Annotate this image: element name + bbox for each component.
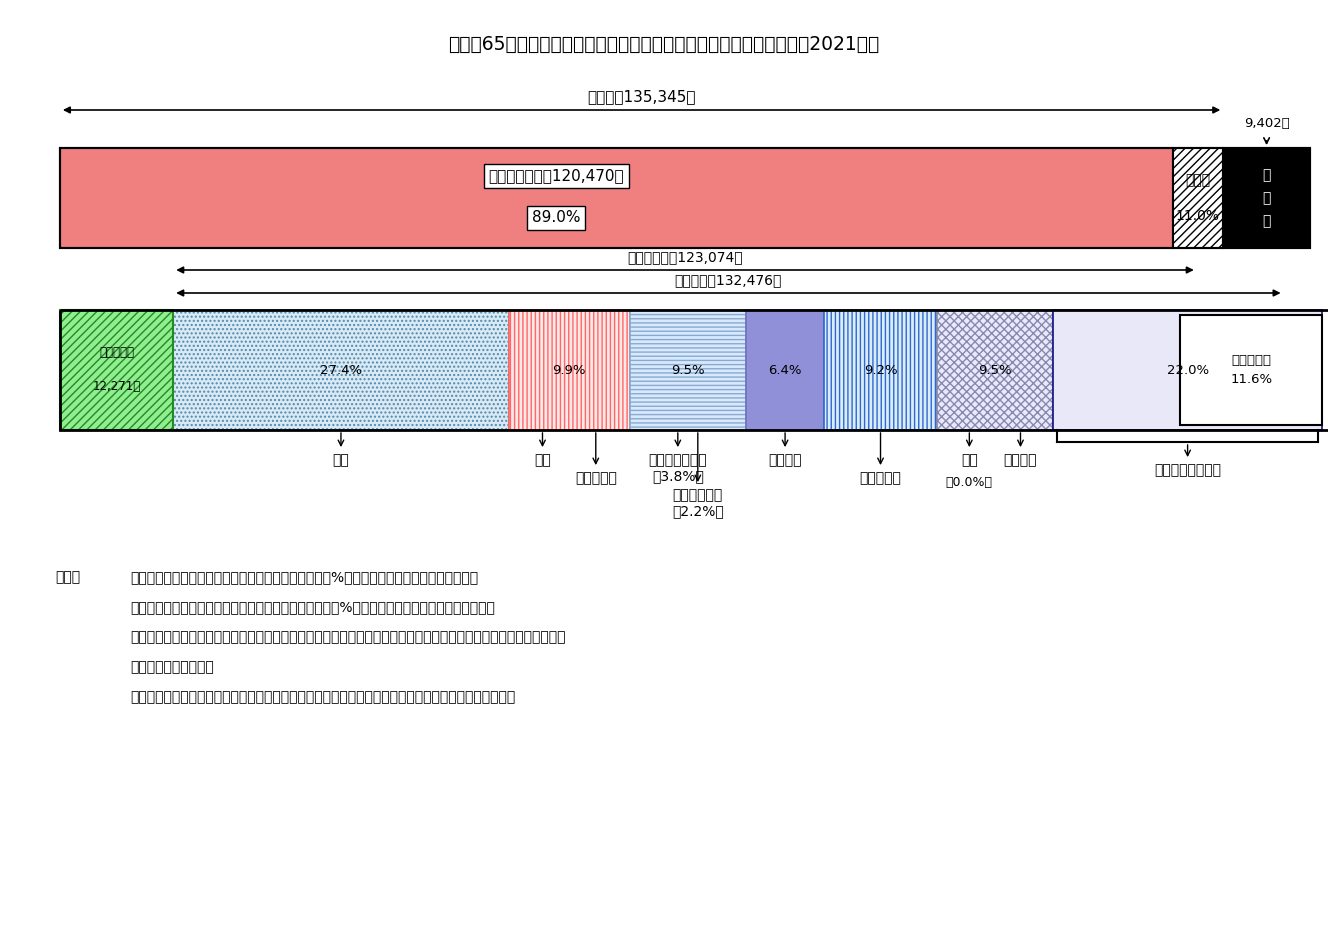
Bar	[629, 310, 746, 430]
Text: 住居: 住居	[534, 453, 551, 467]
Bar	[825, 310, 936, 430]
Bar	[1053, 310, 1323, 430]
Bar	[174, 310, 509, 430]
Text: 食料: 食料	[332, 453, 349, 467]
Text: 6.4%: 6.4%	[769, 364, 802, 376]
Text: 11.0%: 11.0%	[1175, 209, 1220, 223]
Text: その他: その他	[1186, 173, 1210, 187]
Bar	[936, 310, 1053, 430]
Text: 光熱・水道: 光熱・水道	[575, 471, 616, 485]
Text: 被服及び履物
（2.2%）: 被服及び履物 （2.2%）	[672, 488, 724, 518]
Text: その他の消費支出: その他の消費支出	[1154, 463, 1222, 477]
Text: 可処分所得　123,074円: 可処分所得 123,074円	[627, 250, 742, 264]
Text: 9.2%: 9.2%	[863, 364, 898, 376]
Bar	[60, 310, 174, 430]
Text: 交通・通信: 交通・通信	[859, 471, 902, 485]
Text: 9.9%: 9.9%	[552, 364, 586, 376]
Text: 家具・家事用品
（3.8%）: 家具・家事用品 （3.8%）	[648, 453, 706, 483]
Text: 教養娯楽: 教養娯楽	[1004, 453, 1037, 467]
Bar	[1181, 315, 1323, 425]
Text: （0.0%）: （0.0%）	[946, 476, 993, 489]
Text: 9.5%: 9.5%	[979, 364, 1012, 376]
Bar	[746, 310, 825, 430]
Text: 9,402円: 9,402円	[1244, 117, 1289, 130]
Text: ２　図中の「食料」から「その他の消費支出」の割合（%）は、消費支出に占める割合である。: ２ 図中の「食料」から「その他の消費支出」の割合（%）は、消費支出に占める割合で…	[130, 600, 495, 614]
Bar	[60, 310, 1328, 430]
Text: うち交際費
11.6%: うち交際費 11.6%	[1230, 354, 1272, 386]
Text: 不
足
分: 不 足 分	[1263, 168, 1271, 228]
Text: ４　図中の「不足分」とは、「実収入」から「消費支出」及び「非消費支出」を差し引いた額である。: ４ 図中の「不足分」とは、「実収入」から「消費支出」及び「非消費支出」を差し引い…	[130, 690, 515, 704]
Text: 12,271円: 12,271円	[93, 380, 141, 392]
Text: 27.4%: 27.4%	[320, 364, 363, 376]
Text: に含まれている。: に含まれている。	[130, 660, 214, 674]
Text: 教育: 教育	[961, 453, 977, 467]
Text: 9.5%: 9.5%	[671, 364, 705, 376]
Text: 89.0%: 89.0%	[533, 210, 580, 225]
Text: 実収入　135,345円: 実収入 135,345円	[587, 89, 696, 104]
Text: 社会保障給付　120,470円: 社会保障給付 120,470円	[489, 169, 624, 184]
Text: １　図中の「社会保障給付」及び「その他」の割合（%）は、実収入に占める割合である。: １ 図中の「社会保障給付」及び「その他」の割合（%）は、実収入に占める割合である…	[130, 570, 478, 584]
Text: 図２　65歳以上の単身無職世帯（高齢単身無職世帯）の家計収支　－2021年－: 図２ 65歳以上の単身無職世帯（高齢単身無職世帯）の家計収支 －2021年－	[449, 35, 879, 54]
Text: （注）: （注）	[54, 570, 80, 584]
Bar	[60, 148, 1173, 248]
Text: 消費支出　132,476円: 消費支出 132,476円	[675, 273, 782, 287]
Text: 22.0%: 22.0%	[1166, 364, 1208, 376]
Text: ３　図中の「消費支出」のうち、他の世帯への贈答品やサービスの支出は、「その他の消費支出」の「うち交際費」: ３ 図中の「消費支出」のうち、他の世帯への贈答品やサービスの支出は、「その他の消…	[130, 630, 566, 644]
Text: 保健医療: 保健医療	[769, 453, 802, 467]
Bar	[60, 148, 1309, 248]
Bar	[1173, 148, 1223, 248]
Text: 非消費支出: 非消費支出	[100, 345, 134, 358]
Bar	[509, 310, 629, 430]
Bar	[1223, 148, 1309, 248]
